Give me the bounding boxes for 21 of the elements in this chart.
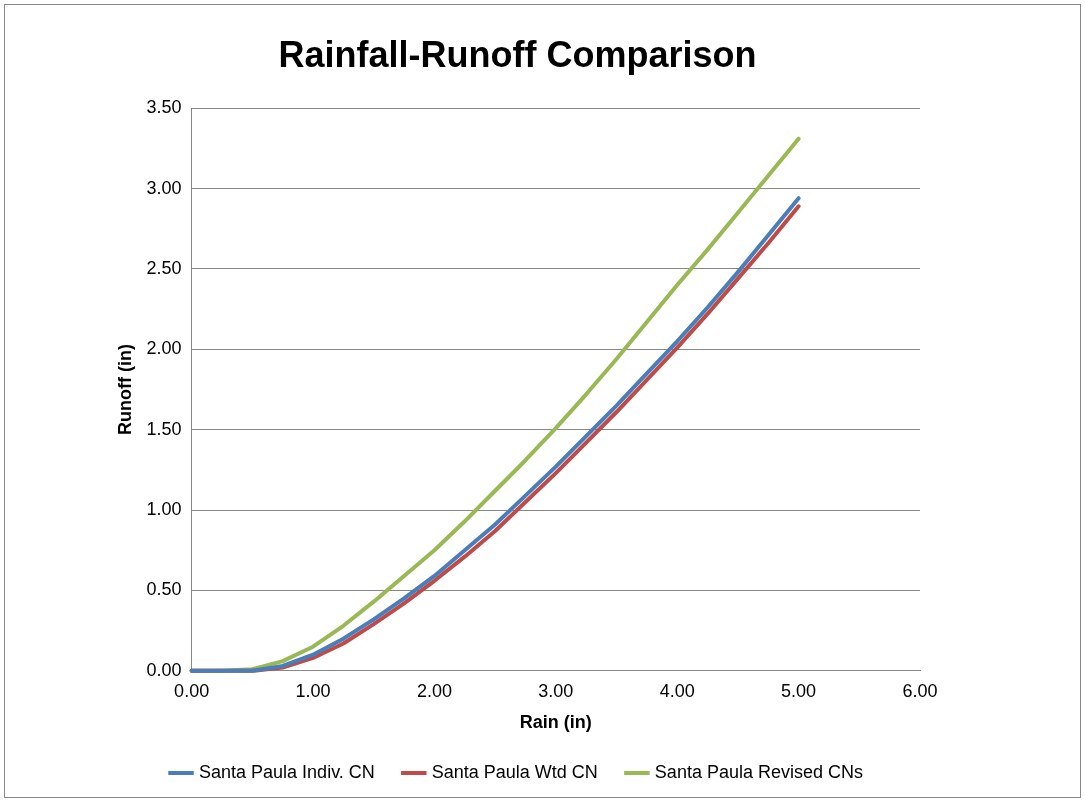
y-tick-label: 2.00 xyxy=(146,338,182,359)
y-tick-label: 0.00 xyxy=(146,659,182,680)
y-tick-label: 1.50 xyxy=(146,418,182,439)
y-tick-label: 3.50 xyxy=(146,97,182,118)
chart-title: Rainfall-Runoff Comparison xyxy=(278,33,757,75)
y-axis-title: Runoff (in) xyxy=(114,344,135,435)
x-tick-label: 3.00 xyxy=(538,680,574,701)
y-tick-label: 0.50 xyxy=(146,579,182,600)
legend-label: Santa Paula Revised CNs xyxy=(654,761,863,782)
x-tick-label: 6.00 xyxy=(902,680,938,701)
y-tick-label: 2.50 xyxy=(146,257,182,278)
x-tick-label: 4.00 xyxy=(659,680,695,701)
x-tick-label: 1.00 xyxy=(295,680,331,701)
legend-label: Santa Paula Indiv. CN xyxy=(199,761,375,782)
x-axis-title: Rain (in) xyxy=(519,712,592,733)
y-tick-label: 1.00 xyxy=(146,499,182,520)
legend-label: Santa Paula Wtd CN xyxy=(431,761,598,782)
x-tick-label: 2.00 xyxy=(416,680,452,701)
x-tick-label: 0.00 xyxy=(174,680,210,701)
y-tick-label: 3.00 xyxy=(146,177,182,198)
x-tick-label: 5.00 xyxy=(781,680,817,701)
